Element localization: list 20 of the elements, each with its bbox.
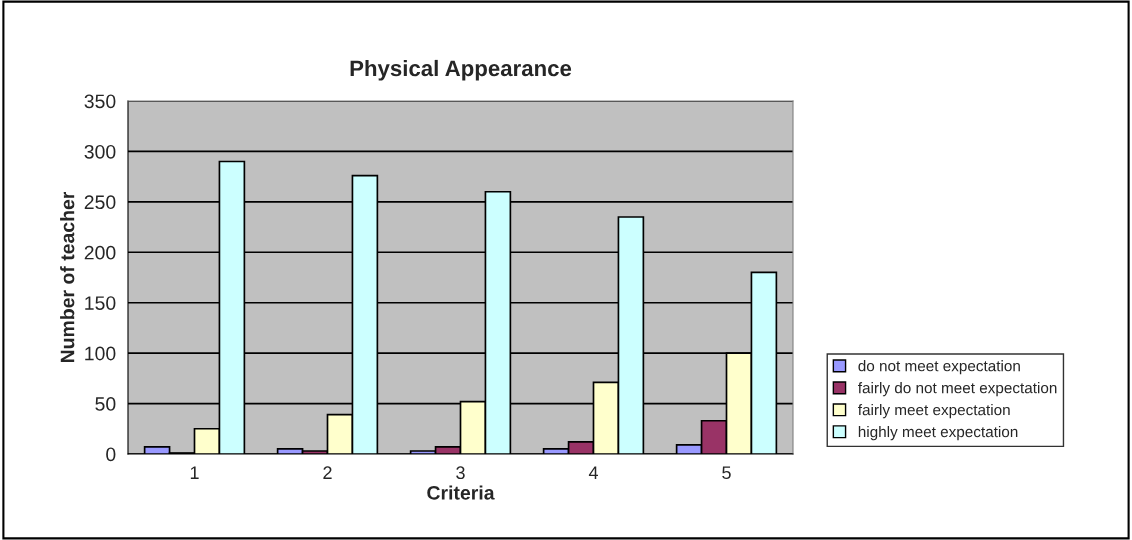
x-tick-label: 3 <box>456 466 465 480</box>
legend-label: do not meet expectation <box>858 360 1020 375</box>
y-tick-label: 50 <box>95 397 116 411</box>
x-tick-label: 5 <box>722 466 731 480</box>
x-tick-label: 2 <box>323 466 332 479</box>
legend-label: highly meet expectation <box>858 426 1018 441</box>
x-tick-label: 4 <box>588 466 598 479</box>
y-tick-label: 150 <box>85 296 116 310</box>
x-tick-label: 1 <box>190 466 199 479</box>
y-axis-title: Number of teacher <box>60 191 75 363</box>
legend-label: fairly meet expectation <box>858 404 1010 419</box>
y-tick-label: 200 <box>84 245 116 260</box>
y-tick-label: 250 <box>84 195 116 210</box>
x-axis-title: Criteria <box>427 485 495 500</box>
y-tick-label: 350 <box>84 94 116 109</box>
chart-title: Physical Appearance <box>350 59 572 81</box>
y-tick-label: 100 <box>85 346 116 361</box>
y-tick-label: 300 <box>84 144 116 159</box>
legend-label: fairly do not meet expectation <box>858 382 1057 397</box>
y-tick-label: 0 <box>106 447 116 462</box>
